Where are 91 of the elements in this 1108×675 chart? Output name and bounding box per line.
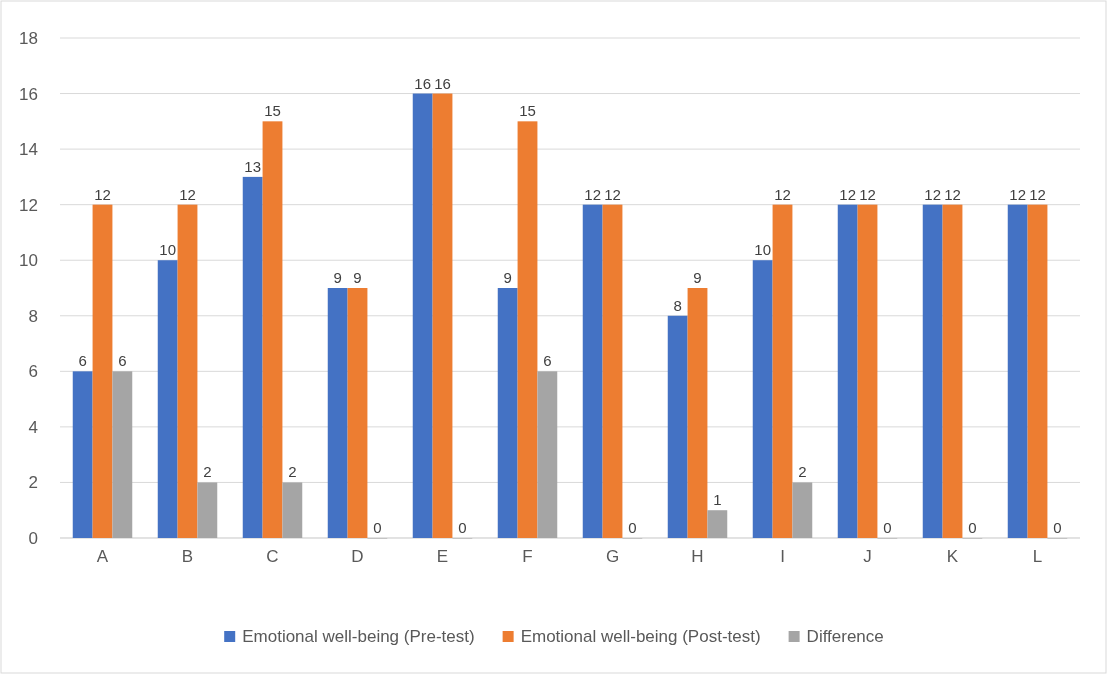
bar: [517, 121, 538, 538]
x-tick-label: K: [946, 547, 959, 567]
legend-label: Emotional well-being (Pre-test): [242, 627, 475, 646]
bar: [792, 482, 813, 538]
bar: [772, 204, 793, 538]
data-label: 15: [264, 102, 281, 120]
bar: [282, 482, 303, 538]
y-tick-label: 4: [28, 417, 38, 437]
x-tick-label: A: [96, 547, 109, 567]
y-tick-label: 14: [19, 140, 38, 160]
data-label: 9: [353, 269, 362, 286]
data-label: 1: [713, 491, 722, 509]
bar: [667, 315, 688, 538]
data-label: 0: [883, 519, 892, 536]
bar: [412, 93, 433, 538]
x-tick-label: H: [691, 547, 704, 567]
data-label: 9: [693, 269, 702, 286]
x-tick-label: I: [780, 547, 785, 567]
legend-label: Emotional well-being (Post-test): [520, 627, 761, 646]
data-label: 0: [968, 519, 977, 536]
data-label: 16: [434, 74, 451, 92]
data-label: 6: [78, 352, 87, 370]
bar: [602, 204, 623, 538]
bar: [242, 176, 263, 538]
data-label: 12: [604, 185, 621, 203]
bar: [837, 204, 858, 538]
data-label: 0: [373, 519, 382, 536]
data-label: 10: [159, 241, 177, 259]
data-label: 12: [584, 185, 602, 203]
data-label: 0: [628, 519, 637, 536]
bar: [752, 260, 773, 538]
data-label: 10: [754, 241, 772, 259]
data-label: 15: [519, 102, 536, 120]
data-label: 12: [924, 185, 942, 203]
y-tick-label: 8: [28, 306, 38, 326]
data-label: 6: [118, 352, 127, 370]
data-label: 16: [414, 74, 432, 92]
data-label: 6: [543, 352, 552, 370]
data-label: 0: [1053, 519, 1062, 536]
bar: [537, 371, 558, 538]
bar: [197, 482, 218, 538]
data-label: 12: [94, 185, 111, 203]
y-tick-label: 10: [19, 251, 38, 271]
data-label: 9: [333, 269, 342, 286]
bar: [72, 371, 93, 538]
bar: [707, 510, 728, 538]
y-tick-label: 12: [19, 195, 38, 215]
bar: [112, 371, 133, 538]
bar: [1007, 204, 1028, 538]
bar: [1027, 204, 1048, 538]
bar: [177, 204, 198, 538]
y-tick-label: 16: [19, 84, 38, 104]
data-label: 12: [859, 185, 876, 203]
bar: [347, 288, 368, 538]
y-tick-label: 18: [19, 28, 38, 48]
bar: [582, 204, 603, 538]
data-label: 9: [503, 269, 512, 286]
data-label: 2: [203, 463, 212, 481]
y-tick-label: 6: [28, 362, 38, 382]
bar: [942, 204, 963, 538]
data-label: 12: [839, 185, 857, 203]
x-tick-label: C: [266, 547, 279, 567]
data-label: 12: [179, 185, 196, 203]
bar: [262, 121, 283, 538]
data-label: 8: [673, 296, 682, 314]
data-label: 13: [244, 157, 262, 175]
data-label: 2: [288, 463, 297, 481]
bar: [497, 288, 518, 538]
x-tick-label: J: [863, 547, 872, 567]
y-tick-label: 2: [28, 473, 38, 493]
bar: [687, 288, 708, 538]
data-label: 0: [458, 519, 467, 536]
data-label: 2: [798, 463, 807, 481]
x-tick-label: F: [522, 547, 533, 567]
bar: [922, 204, 943, 538]
bar: [327, 288, 348, 538]
legend-label: Difference: [806, 627, 884, 646]
data-label: 12: [1029, 185, 1046, 203]
bar: [92, 204, 113, 538]
x-tick-label: E: [436, 547, 449, 567]
data-label: 12: [774, 185, 791, 203]
x-tick-label: D: [351, 547, 364, 567]
x-tick-label: B: [181, 547, 194, 567]
bar: [432, 93, 453, 538]
data-label: 12: [1009, 185, 1027, 203]
bar: [857, 204, 878, 538]
data-label: 12: [944, 185, 961, 203]
y-tick-label: 0: [28, 528, 38, 548]
bar: [157, 260, 178, 538]
x-tick-label: G: [605, 547, 620, 567]
x-tick-label: L: [1032, 547, 1043, 567]
